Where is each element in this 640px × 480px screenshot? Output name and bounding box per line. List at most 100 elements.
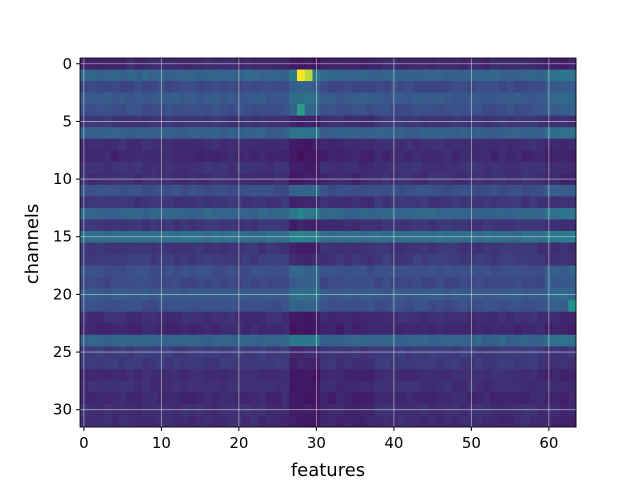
heatmap-cell	[374, 92, 383, 105]
heatmap-cell	[560, 311, 569, 324]
heatmap-cell	[335, 357, 344, 370]
heatmap-cell	[196, 69, 205, 82]
heatmap-cell	[320, 311, 329, 324]
heatmap-cell	[142, 311, 151, 324]
heatmap-cell	[126, 161, 135, 174]
heatmap-cell	[134, 357, 143, 370]
heatmap-cell	[173, 277, 182, 290]
heatmap-cell	[142, 242, 151, 255]
heatmap-cell	[498, 92, 507, 105]
heatmap-cell	[134, 92, 143, 105]
heatmap-cell	[475, 334, 484, 347]
heatmap-cell	[266, 184, 275, 197]
heatmap-cell	[382, 184, 391, 197]
heatmap-cell	[421, 311, 430, 324]
heatmap-cell	[421, 357, 430, 370]
heatmap-cell	[335, 127, 344, 140]
heatmap-cell	[552, 207, 561, 220]
heatmap-cell	[281, 277, 290, 290]
heatmap-cell	[173, 392, 182, 405]
heatmap-cell	[428, 415, 437, 428]
heatmap-cell	[134, 69, 143, 82]
heatmap-cell	[180, 104, 189, 117]
heatmap-cell	[521, 138, 530, 151]
heatmap-cell	[475, 323, 484, 336]
heatmap-cell	[374, 81, 383, 93]
heatmap-cell	[273, 127, 282, 140]
heatmap-cell	[142, 92, 151, 105]
heatmap-cell	[459, 104, 468, 117]
heatmap-cell	[366, 311, 375, 324]
heatmap-cell	[227, 104, 236, 117]
heatmap-cell	[421, 127, 430, 140]
heatmap-cell	[266, 357, 275, 370]
heatmap-cell	[297, 150, 306, 163]
heatmap-cell	[452, 415, 461, 428]
heatmap-cell	[444, 92, 453, 105]
heatmap-cell	[537, 369, 546, 382]
heatmap-cell	[320, 161, 329, 174]
heatmap-cell	[366, 357, 375, 370]
heatmap-cell	[506, 196, 515, 209]
heatmap-cell	[428, 265, 437, 278]
heatmap-cell	[537, 392, 546, 405]
heatmap-cell	[142, 323, 151, 336]
heatmap-cell	[413, 242, 422, 255]
heatmap-cell	[552, 242, 561, 255]
heatmap-cell	[126, 207, 135, 220]
heatmap-cell	[142, 104, 151, 117]
heatmap-cell	[359, 104, 368, 117]
heatmap-cell	[506, 184, 515, 197]
heatmap-cell	[211, 207, 220, 220]
heatmap-cell	[258, 127, 267, 140]
heatmap-cell	[521, 277, 530, 290]
heatmap-cell	[560, 92, 569, 105]
heatmap-cell	[87, 81, 96, 93]
heatmap-cell	[552, 127, 561, 140]
heatmap-cell	[180, 300, 189, 313]
heatmap-cell	[87, 334, 96, 347]
heatmap-cell	[103, 81, 112, 93]
heatmap-cell	[196, 104, 205, 117]
heatmap-cell	[165, 207, 174, 220]
heatmap-cell	[289, 369, 298, 382]
heatmap-cell	[95, 357, 104, 370]
heatmap-cell	[335, 92, 344, 105]
heatmap-cell	[382, 254, 391, 266]
heatmap-cell	[421, 138, 430, 151]
heatmap-cell	[180, 415, 189, 428]
heatmap-cell	[328, 357, 337, 370]
x-tick-label: 50	[462, 434, 481, 452]
heatmap-cell	[180, 92, 189, 105]
heatmap-cell	[180, 369, 189, 382]
heatmap-cell	[436, 104, 445, 117]
heatmap-cell	[444, 380, 453, 393]
heatmap-cell	[180, 242, 189, 255]
heatmap-cell	[289, 311, 298, 324]
heatmap-cell	[514, 323, 523, 336]
heatmap-cell	[537, 150, 546, 163]
heatmap-cell	[211, 219, 220, 232]
heatmap-cell	[118, 300, 127, 313]
heatmap-cell	[304, 380, 313, 393]
heatmap-cell	[444, 300, 453, 313]
heatmap-cell	[227, 392, 236, 405]
heatmap-cell	[111, 219, 120, 232]
heatmap-cell	[219, 357, 228, 370]
heatmap-cell	[328, 323, 337, 336]
heatmap-cell	[490, 207, 499, 220]
heatmap-cell	[95, 392, 104, 405]
heatmap-cell	[297, 92, 306, 105]
heatmap-cell	[405, 92, 414, 105]
heatmap-cell	[552, 81, 561, 93]
heatmap-cell	[204, 242, 213, 255]
heatmap-cell	[266, 392, 275, 405]
heatmap-cell	[328, 150, 337, 163]
heatmap-cell	[374, 207, 383, 220]
heatmap-cell	[134, 196, 143, 209]
heatmap-cell	[196, 369, 205, 382]
heatmap-cell	[343, 196, 352, 209]
heatmap-cell	[521, 184, 530, 197]
heatmap-cell	[204, 150, 213, 163]
heatmap-cell	[266, 323, 275, 336]
